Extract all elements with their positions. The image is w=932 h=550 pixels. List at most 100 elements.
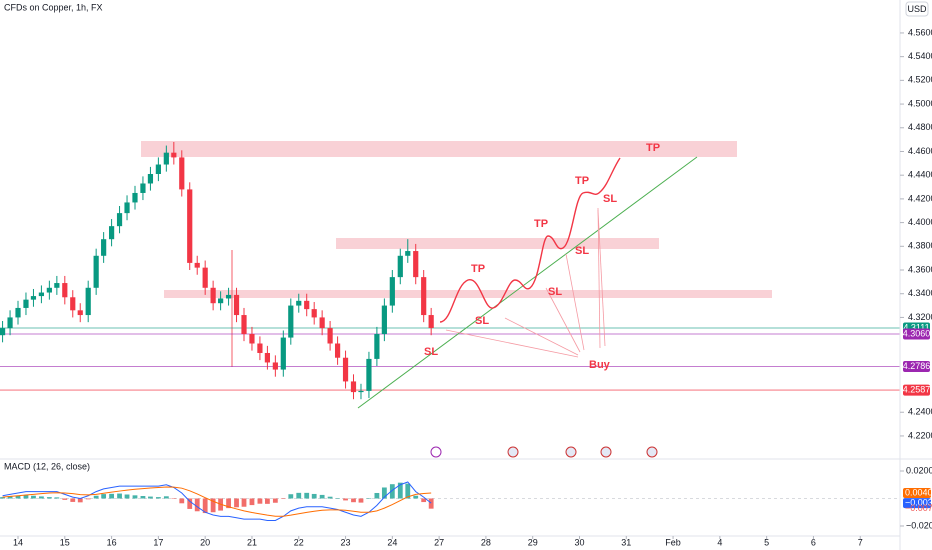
annotation: TP [534, 218, 548, 230]
y-tick-label: 4.5600 [908, 27, 932, 37]
candle-body [179, 157, 185, 190]
histogram-bar [7, 496, 13, 499]
histogram-bar [257, 498, 263, 504]
candle-body [77, 310, 83, 316]
candle-body [327, 328, 333, 344]
candle-body [108, 226, 115, 240]
candle-body [334, 343, 341, 358]
candle-body [7, 317, 13, 329]
x-tick-label: 7 [858, 537, 863, 547]
candle-body [218, 298, 224, 304]
annotation: TP [471, 263, 485, 275]
histogram-bar [39, 496, 44, 499]
histogram-bar [327, 496, 333, 499]
currency[interactable]: USD [907, 4, 927, 14]
histogram-bar [374, 492, 380, 499]
x-tick-label: 6 [811, 537, 816, 547]
histogram-bar [413, 495, 419, 499]
histogram-bar [335, 498, 340, 499]
histogram-bar [93, 495, 99, 499]
histogram-bar [77, 498, 83, 503]
histogram-bar [428, 498, 434, 509]
price-label: 4.2587 [903, 384, 931, 394]
histogram-bar [31, 495, 36, 499]
histogram-bar [265, 498, 270, 504]
candle-body [202, 267, 208, 288]
histogram-bar [132, 495, 138, 499]
y-tick-label: 4.3800 [908, 241, 932, 251]
histogram-bar [202, 498, 208, 514]
candle-body [264, 352, 271, 363]
candle-body [374, 334, 380, 359]
x-tick-label: 28 [481, 537, 491, 547]
price-label-bg [903, 384, 930, 396]
candle-body [257, 343, 263, 353]
annotation: Buy [589, 359, 611, 371]
y-tick-label: 4.5400 [908, 51, 932, 61]
histogram-bar [366, 498, 372, 499]
last-value-bg [903, 487, 931, 498]
y-tick-label: 4.4000 [908, 217, 932, 227]
histogram-bar [194, 498, 200, 512]
candle-body [233, 294, 240, 316]
y-tick-label: 4.4600 [908, 146, 932, 156]
histogram-bar [163, 496, 169, 499]
price-lines [0, 327, 900, 391]
histogram-bar [140, 496, 146, 499]
candle-body [311, 309, 317, 318]
y-tick-label: −0.0200 [906, 520, 932, 530]
histogram-bar [23, 495, 29, 499]
histogram-bar [397, 482, 403, 499]
x-tick-label: 20 [200, 537, 210, 547]
candle-body [381, 305, 387, 335]
trend-line [357, 156, 698, 409]
price-label: 4.2786 [903, 361, 931, 371]
x-tick-label: 23 [341, 537, 351, 547]
candle-body [225, 294, 232, 299]
annotation: SL [475, 315, 489, 327]
histogram-bar [0, 497, 5, 499]
candle-body [54, 283, 60, 288]
y-tick-label: 4.3200 [908, 312, 932, 322]
candle-body [15, 307, 21, 318]
histogram-bar [241, 498, 247, 507]
indicator-title: MACD (12, 26, close) [4, 461, 90, 471]
candle-body [296, 300, 302, 306]
candle-body [428, 315, 434, 328]
candle-body [155, 164, 161, 175]
candle-body [147, 174, 154, 184]
y-tick-label: 4.4800 [908, 122, 932, 132]
histogram-bar [62, 498, 68, 500]
y-tick-label: 4.2400 [908, 407, 932, 417]
candle-body [194, 262, 200, 268]
histogram-bar [85, 498, 91, 500]
candle-body [413, 251, 419, 278]
histogram-bar [311, 493, 317, 499]
currency-button[interactable] [905, 1, 929, 17]
support-zone [164, 290, 772, 298]
price-label-bg [903, 328, 930, 340]
candle-body [187, 189, 193, 263]
candle-body [288, 305, 294, 338]
x-tick-label: 21 [247, 537, 257, 547]
candle-body [46, 287, 52, 293]
x-tick-label: 15 [60, 537, 70, 547]
candle-body [272, 362, 278, 370]
histogram-bar [46, 497, 52, 499]
annotation: SL [424, 346, 438, 358]
y-tick-label: 4.5200 [908, 75, 932, 85]
candle-body [23, 299, 29, 308]
candle-body [304, 300, 310, 310]
y-tick-label: 4.5000 [908, 98, 932, 108]
last-value-bg [903, 498, 931, 509]
histogram-bar [171, 498, 177, 499]
candle-body [241, 315, 247, 335]
event-icons [430, 446, 658, 458]
x-tick-label: 5 [764, 537, 769, 547]
candle-body [116, 213, 123, 227]
candle-body [210, 287, 216, 304]
y-tick-label: 4.3600 [908, 264, 932, 274]
annotation: TP [646, 142, 660, 154]
